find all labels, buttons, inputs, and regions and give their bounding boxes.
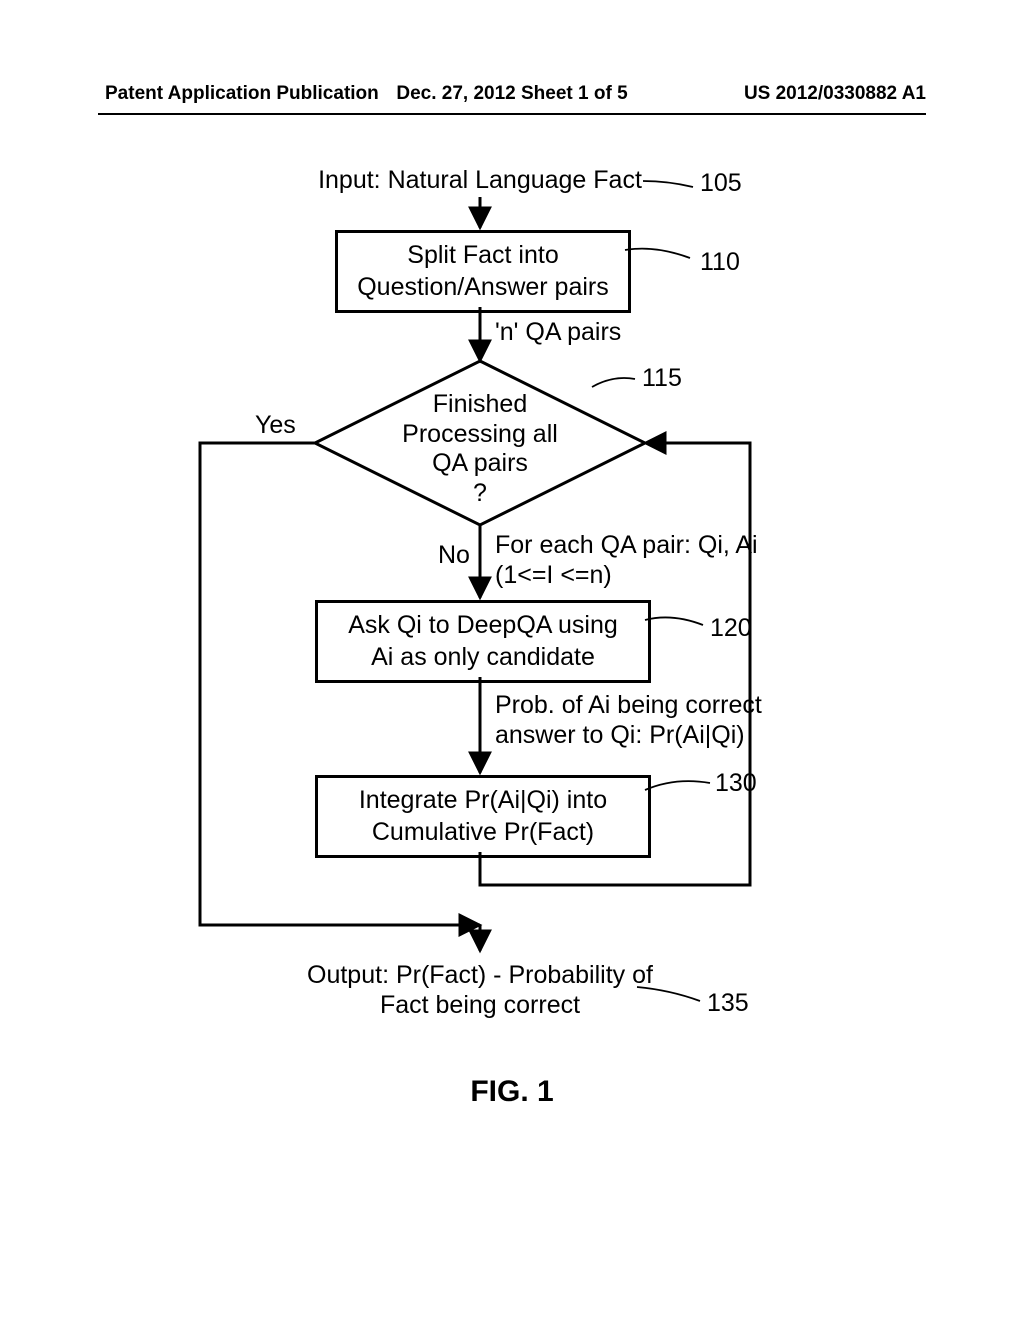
diamond-l1: Finished — [380, 390, 580, 420]
integrate-box: Integrate Pr(Ai|Qi) into Cumulative Pr(F… — [315, 775, 651, 858]
split-line1: Split Fact into — [407, 240, 558, 271]
leader-110 — [625, 249, 690, 258]
header-center: Dec. 27, 2012 Sheet 1 of 5 — [396, 83, 627, 105]
ask-l1: Ask Qi to DeepQA using — [348, 610, 618, 641]
ask-box: Ask Qi to DeepQA using Ai as only candid… — [315, 600, 651, 683]
figure-label: FIG. 1 — [470, 1075, 553, 1109]
header-right: US 2012/0330882 A1 — [744, 83, 926, 105]
output-l2: Fact being correct — [275, 990, 685, 1020]
foreach-text: For each QA pair: Qi, Ai (1<=I <=n) — [495, 530, 758, 590]
ref-120: 120 — [710, 613, 752, 643]
split-line2: Question/Answer pairs — [357, 272, 609, 303]
diamond-text: Finished Processing all QA pairs ? — [380, 390, 580, 508]
diamond-l4: ? — [380, 479, 580, 509]
label-no: No — [438, 540, 470, 570]
prob-l2: answer to Qi: Pr(Ai|Qi) — [495, 720, 762, 750]
input-text: Input: Natural Language Fact — [260, 165, 700, 195]
foreach-l2: (1<=I <=n) — [495, 560, 758, 590]
ask-l2: Ai as only candidate — [371, 642, 595, 673]
ref-130: 130 — [715, 768, 757, 798]
ref-105: 105 — [700, 168, 742, 198]
diamond-l3: QA pairs — [380, 449, 580, 479]
edge-label-n: 'n' QA pairs — [495, 317, 621, 347]
header-left: Patent Application Publication — [105, 83, 379, 105]
leader-120 — [645, 617, 703, 625]
prob-l1: Prob. of Ai being correct — [495, 690, 762, 720]
diamond-l2: Processing all — [380, 420, 580, 450]
leader-115 — [592, 378, 635, 387]
label-yes: Yes — [255, 410, 296, 440]
page-header: Patent Application Publication Dec. 27, … — [0, 83, 1024, 105]
integ-l2: Cumulative Pr(Fact) — [372, 817, 594, 848]
foreach-l1: For each QA pair: Qi, Ai — [495, 530, 758, 560]
output-l1: Output: Pr(Fact) - Probability of — [275, 960, 685, 990]
leader-130 — [645, 781, 710, 790]
integ-l1: Integrate Pr(Ai|Qi) into — [359, 785, 607, 816]
output-text: Output: Pr(Fact) - Probability of Fact b… — [275, 960, 685, 1020]
ref-110: 110 — [700, 247, 740, 277]
ref-115: 115 — [642, 363, 682, 393]
split-box: Split Fact into Question/Answer pairs — [335, 230, 631, 313]
input-label: Input: Natural Language Fact — [318, 166, 642, 194]
prob-text: Prob. of Ai being correct answer to Qi: … — [495, 690, 762, 750]
flowchart: Input: Natural Language Fact 105 Split F… — [145, 165, 865, 1035]
ref-135: 135 — [707, 988, 749, 1018]
header-rule — [98, 113, 926, 115]
